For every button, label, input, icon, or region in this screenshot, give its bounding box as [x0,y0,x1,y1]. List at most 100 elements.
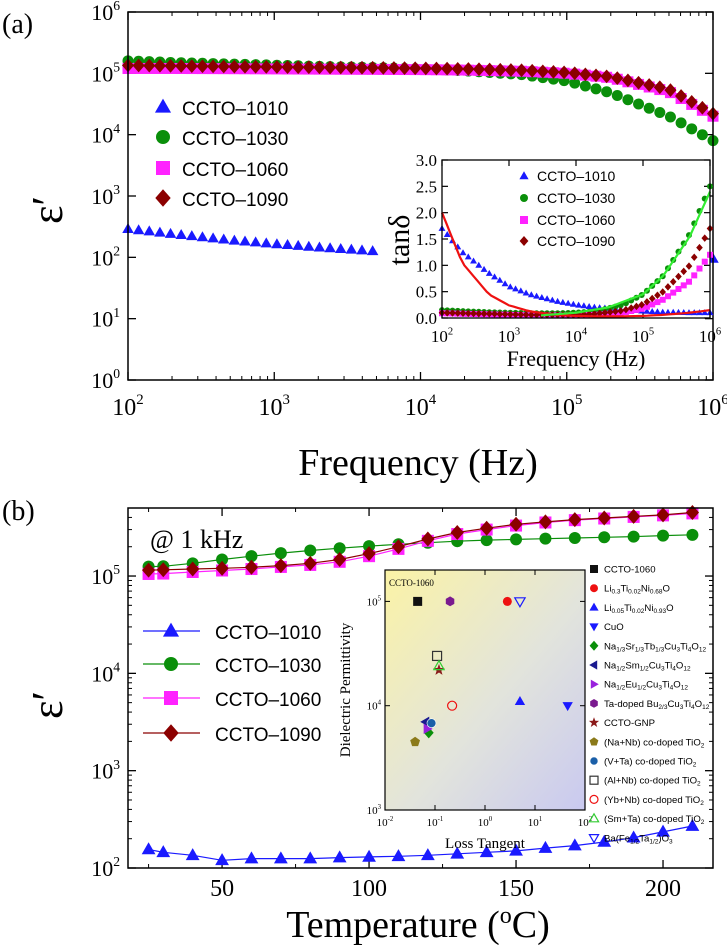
b-point-0-18 [656,824,670,837]
bi-legend-part-5-0: Na [604,661,617,672]
a-xtick-label-1-base: 10 [259,395,283,421]
b-point-0-3 [215,853,229,866]
a-point-0-2 [143,225,156,236]
bi-legend-part-2-1: 0.05 [611,608,624,615]
bi-legend-part-4-8: Ti [680,641,688,652]
bi-legend-marker-0 [590,565,598,573]
b-point-0-7 [332,850,347,863]
b-point-1-5 [274,547,287,560]
bi-legend-part-6-5: 3 [658,685,662,692]
b-xlabel-part1: Temperature ( [286,904,500,946]
bi-legend-part-4-2: Sr [625,641,635,652]
b-series-3 [141,504,700,578]
bi-legend-part-2-2: Ti [624,603,632,614]
a-legend-marker-2 [156,161,170,175]
a-xtick-label-0-exp: 2 [136,392,143,408]
bi-ytick-label-2-base: 10 [367,596,379,608]
b-point-3-10 [421,531,435,547]
a-point-0-9 [217,233,230,244]
panel-a-inset-xlabel: Frequency (Hz) [507,346,646,371]
a-point-3-31 [451,61,464,76]
ai-point-0-42 [659,308,667,315]
ai-point-0-10 [491,273,498,280]
ai-point-3-48 [690,253,698,262]
bi-legend-marker-2 [589,602,599,611]
b-xtick-label-2: 150 [498,876,534,902]
bi-legend-part-2-4: Ni [644,603,653,614]
a-legend-marker-0 [154,98,172,113]
a-point-0-20 [334,242,347,253]
a-point-3-40 [547,64,560,79]
bi-legend-part-13-0: (Sm+Ta) co-doped TiO [604,814,701,825]
bi-legend-part-14-5: 3 [669,838,673,845]
bi-legend-label-6: Na1/2Eu1/2Cu3Ti4O12 [604,680,688,692]
ai-point-2-48 [691,272,698,279]
ai-point-2-38 [638,305,645,312]
b-ytick-label-0-exp: 2 [113,854,120,869]
bi-legend-part-6-6: Ti [662,680,670,691]
a-point-3-15 [281,60,294,74]
ai-xtick-label-0-exp: 2 [448,326,453,337]
b-ytick-label-1-base: 10 [91,759,113,784]
b-point-0-14 [538,840,553,853]
bi-legend-marker-9 [589,737,599,746]
b-xlabel-part2: C) [512,904,550,946]
ai-point-3-38 [638,300,645,309]
bi-legend-label-3: CuO [604,622,624,633]
b-legend-marker-3 [163,724,179,742]
a-xtick-label-4-exp: 6 [721,392,727,408]
ai-point-2-42 [659,296,666,303]
ai-point-0-13 [506,283,514,290]
b-point-1-13 [510,533,523,546]
a-point-1-54 [696,129,708,141]
b-legend-label-2: CCTO–1060 [215,690,321,711]
ai-ytick-label-6: 3.0 [416,151,437,170]
a-point-1-44 [590,83,602,95]
a-xtick-label-1-exp: 3 [283,392,290,408]
ai-point-3-15 [517,310,525,319]
a-ytick-label-4-exp: 4 [113,121,120,136]
ai-point-0-17 [527,291,535,298]
panel-b-annotation: @ 1 kHz [150,525,243,554]
a-point-1-50 [654,107,666,119]
ai-point-2-49 [696,265,703,272]
ai-point-0-21 [548,296,556,303]
bi-legend-part-1-2: Ti [621,584,629,595]
a-point-0-16 [292,239,304,250]
ai-legend-marker-2 [520,216,528,224]
a-point-3-26 [398,61,411,75]
bi-xtick-label-3-exp: 1 [539,816,542,823]
bi-legend-label-1: Li0.3Ti0.02Ni0.68O [604,584,670,596]
b-point-1-12 [480,534,493,547]
bi-legend-label-0: CCTO-1060 [604,565,656,576]
bi-legend-part-9-1: 2 [701,742,705,749]
bi-point-7 [445,596,455,607]
bi-ytick-label-2-exp: 5 [378,595,382,602]
a-point-3-28 [419,61,432,76]
bi-legend-label-8: CCTO-GNP [604,718,655,729]
a-point-0-23 [366,245,379,256]
ai-point-3-43 [664,283,672,291]
a-point-3-8 [207,59,220,74]
a-ytick-label-5-base: 10 [91,61,113,86]
panel-a-inset-legend: CCTO–1010 CCTO–1030 CCTO–1060 CCTO–1090 [519,168,616,249]
ai-point-3-26 [575,310,582,319]
a-point-3-5 [175,59,188,73]
a-xtick-label-3: 105 [551,392,582,421]
panel-b-inset-ylabel: Dielectric Permittivity [338,622,354,757]
b-point-3-9 [391,539,406,555]
ai-point-2-41 [654,299,661,306]
ai-point-0-25 [569,300,577,307]
a-point-3-1 [132,58,145,73]
ai-point-3-47 [685,262,693,270]
ai-point-3-14 [512,310,519,319]
bi-legend-part-7-7: 12 [702,704,710,711]
bi-legend-part-5-8: O [676,661,683,672]
bi-legend-part-14-0: Ba(Fe [604,833,630,844]
bi-legend-part-13-1: 2 [701,819,705,826]
bi-legend-part-2-5: 0.93 [653,608,666,615]
bi-legend-part-10-0: (V+Ta) co-doped TiO [604,757,693,768]
panel-a-frame [127,11,714,381]
panel-a-label: (a) [2,9,33,40]
a-point-0-1 [132,224,145,235]
